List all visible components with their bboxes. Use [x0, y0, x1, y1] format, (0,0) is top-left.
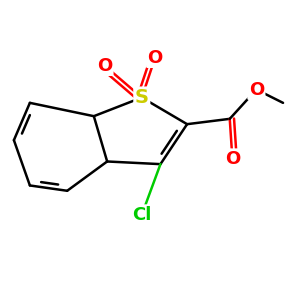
Text: Cl: Cl	[132, 206, 152, 224]
Text: O: O	[225, 150, 240, 168]
Text: O: O	[97, 56, 112, 74]
Text: O: O	[249, 80, 264, 98]
Text: S: S	[135, 88, 149, 107]
Text: O: O	[148, 49, 163, 67]
